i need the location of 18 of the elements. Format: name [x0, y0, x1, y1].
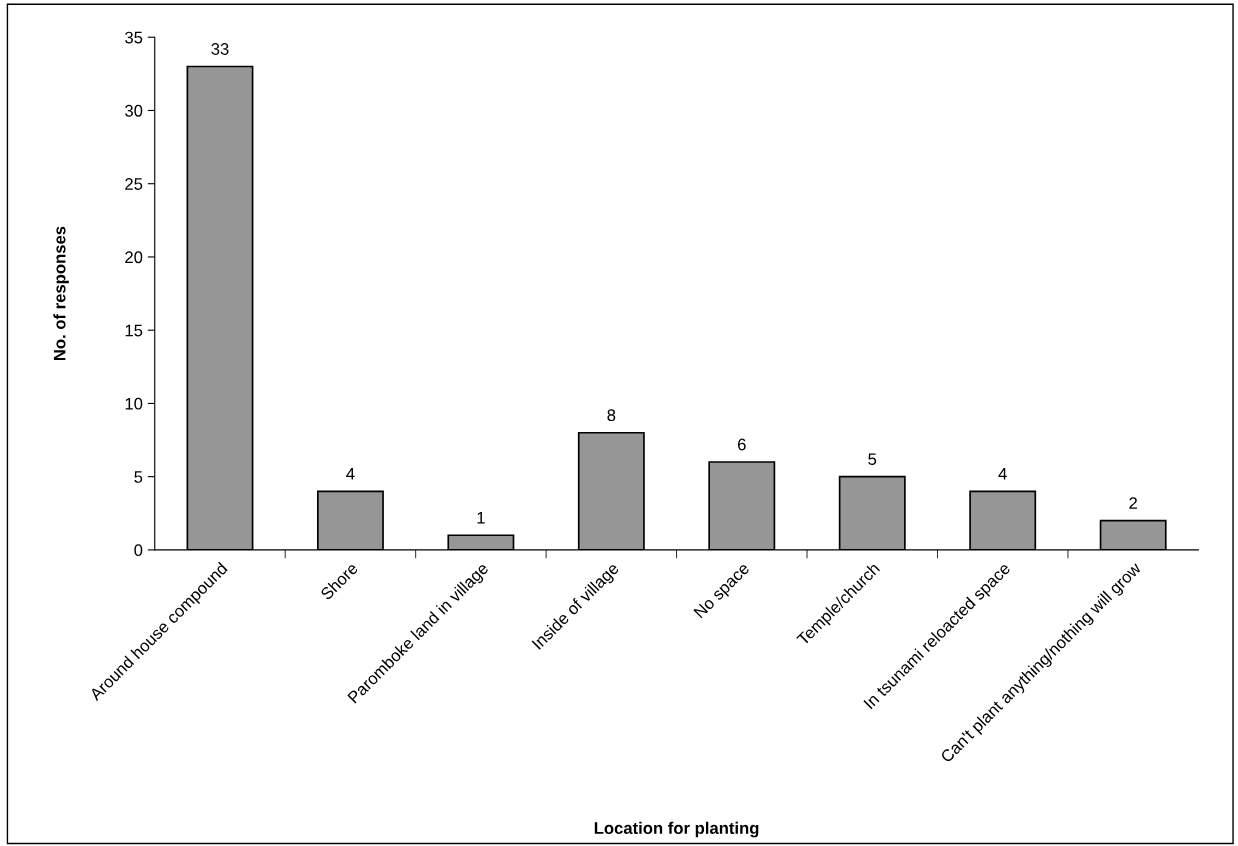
data-label: 8 — [607, 409, 616, 422]
data-label: 33 — [211, 43, 229, 55]
data-label: 2 — [1129, 497, 1137, 509]
data-label: 1 — [477, 511, 485, 524]
x-axis-title: Location for planting — [594, 821, 759, 838]
y-tick-label: 30 — [125, 104, 143, 117]
y-tick-label: 0 — [134, 544, 143, 557]
y-tick-label: 25 — [125, 178, 143, 190]
y-tick-label: 5 — [134, 471, 143, 483]
y-tick-label: 20 — [125, 251, 143, 264]
y-axis-title: No. of responses — [53, 226, 69, 361]
data-label: 4 — [346, 468, 355, 480]
data-label: 6 — [738, 438, 746, 451]
data-label: 4 — [998, 468, 1007, 480]
y-tick-label: 35 — [125, 31, 143, 44]
y-tick-label: 10 — [125, 397, 143, 410]
y-tick-label: 15 — [125, 324, 143, 337]
data-label: 5 — [868, 453, 877, 466]
